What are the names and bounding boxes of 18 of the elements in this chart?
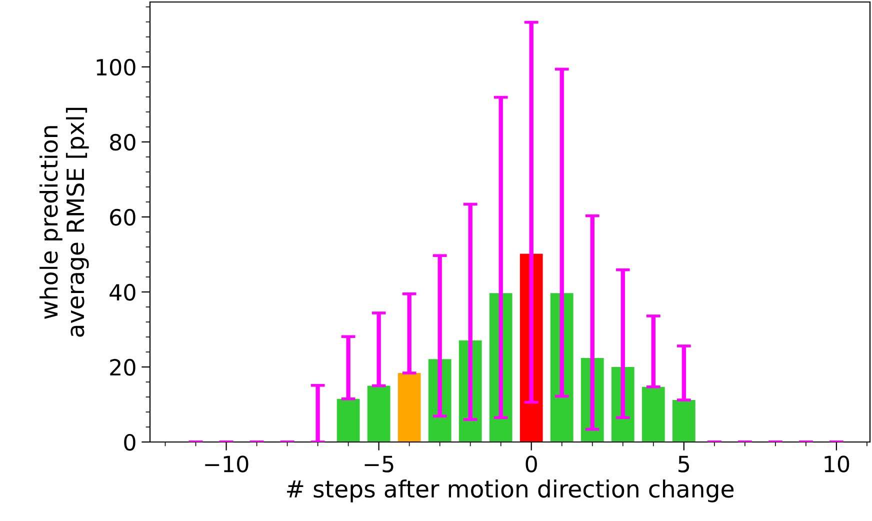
x-tick-label: −5 (364, 456, 394, 472)
bar (398, 372, 421, 442)
y-axis-title: whole prediction average RMSE [pxl] (40, 108, 89, 337)
x-axis-title: # steps after motion direction change (287, 479, 734, 502)
x-tick-label: 10 (824, 456, 850, 472)
bar (642, 386, 665, 442)
y-tick-label: 0 (124, 434, 136, 451)
bar (336, 398, 360, 442)
x-tick-label: 5 (678, 456, 690, 472)
y-tick-label: 20 (110, 358, 136, 376)
bar (672, 400, 696, 442)
x-tick-label: 0 (526, 456, 537, 472)
x-tick-label: −10 (205, 456, 248, 472)
y-tick-label: 40 (110, 284, 136, 301)
y-tick-label: 60 (110, 208, 136, 226)
bar (367, 386, 390, 442)
y-tick-label: 100 (96, 58, 136, 76)
y-tick-label: 80 (110, 134, 136, 151)
